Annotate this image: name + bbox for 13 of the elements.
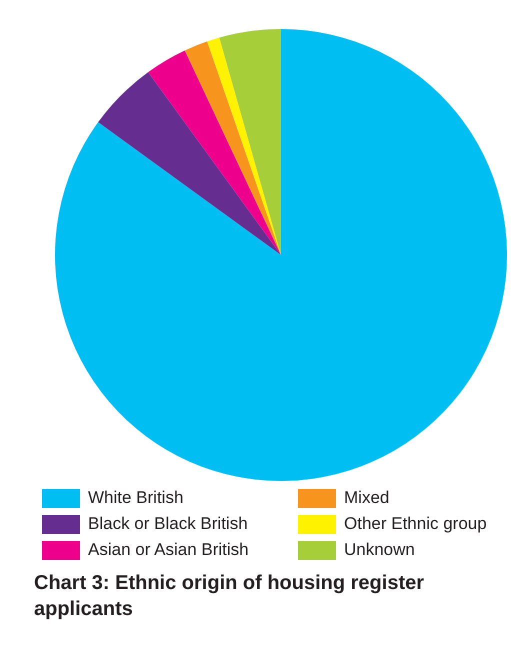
pie-slice [184,41,281,255]
legend-label: White British [88,488,184,508]
text: Chart 3: Ethnic origin of housing register applicants [33,571,426,622]
pie-slice [148,50,281,255]
legend-label: Asian or Asian British [88,540,249,560]
legend-label: Black or Black British [88,514,248,534]
legend-label: Other Ethnic group [344,514,487,534]
pie-slice [98,72,281,255]
legend-label: Mixed [344,488,390,508]
pie-slice [55,29,507,481]
pie-slice [207,38,281,255]
pie-slice [219,29,281,255]
legend-label: Unknown [344,540,415,560]
